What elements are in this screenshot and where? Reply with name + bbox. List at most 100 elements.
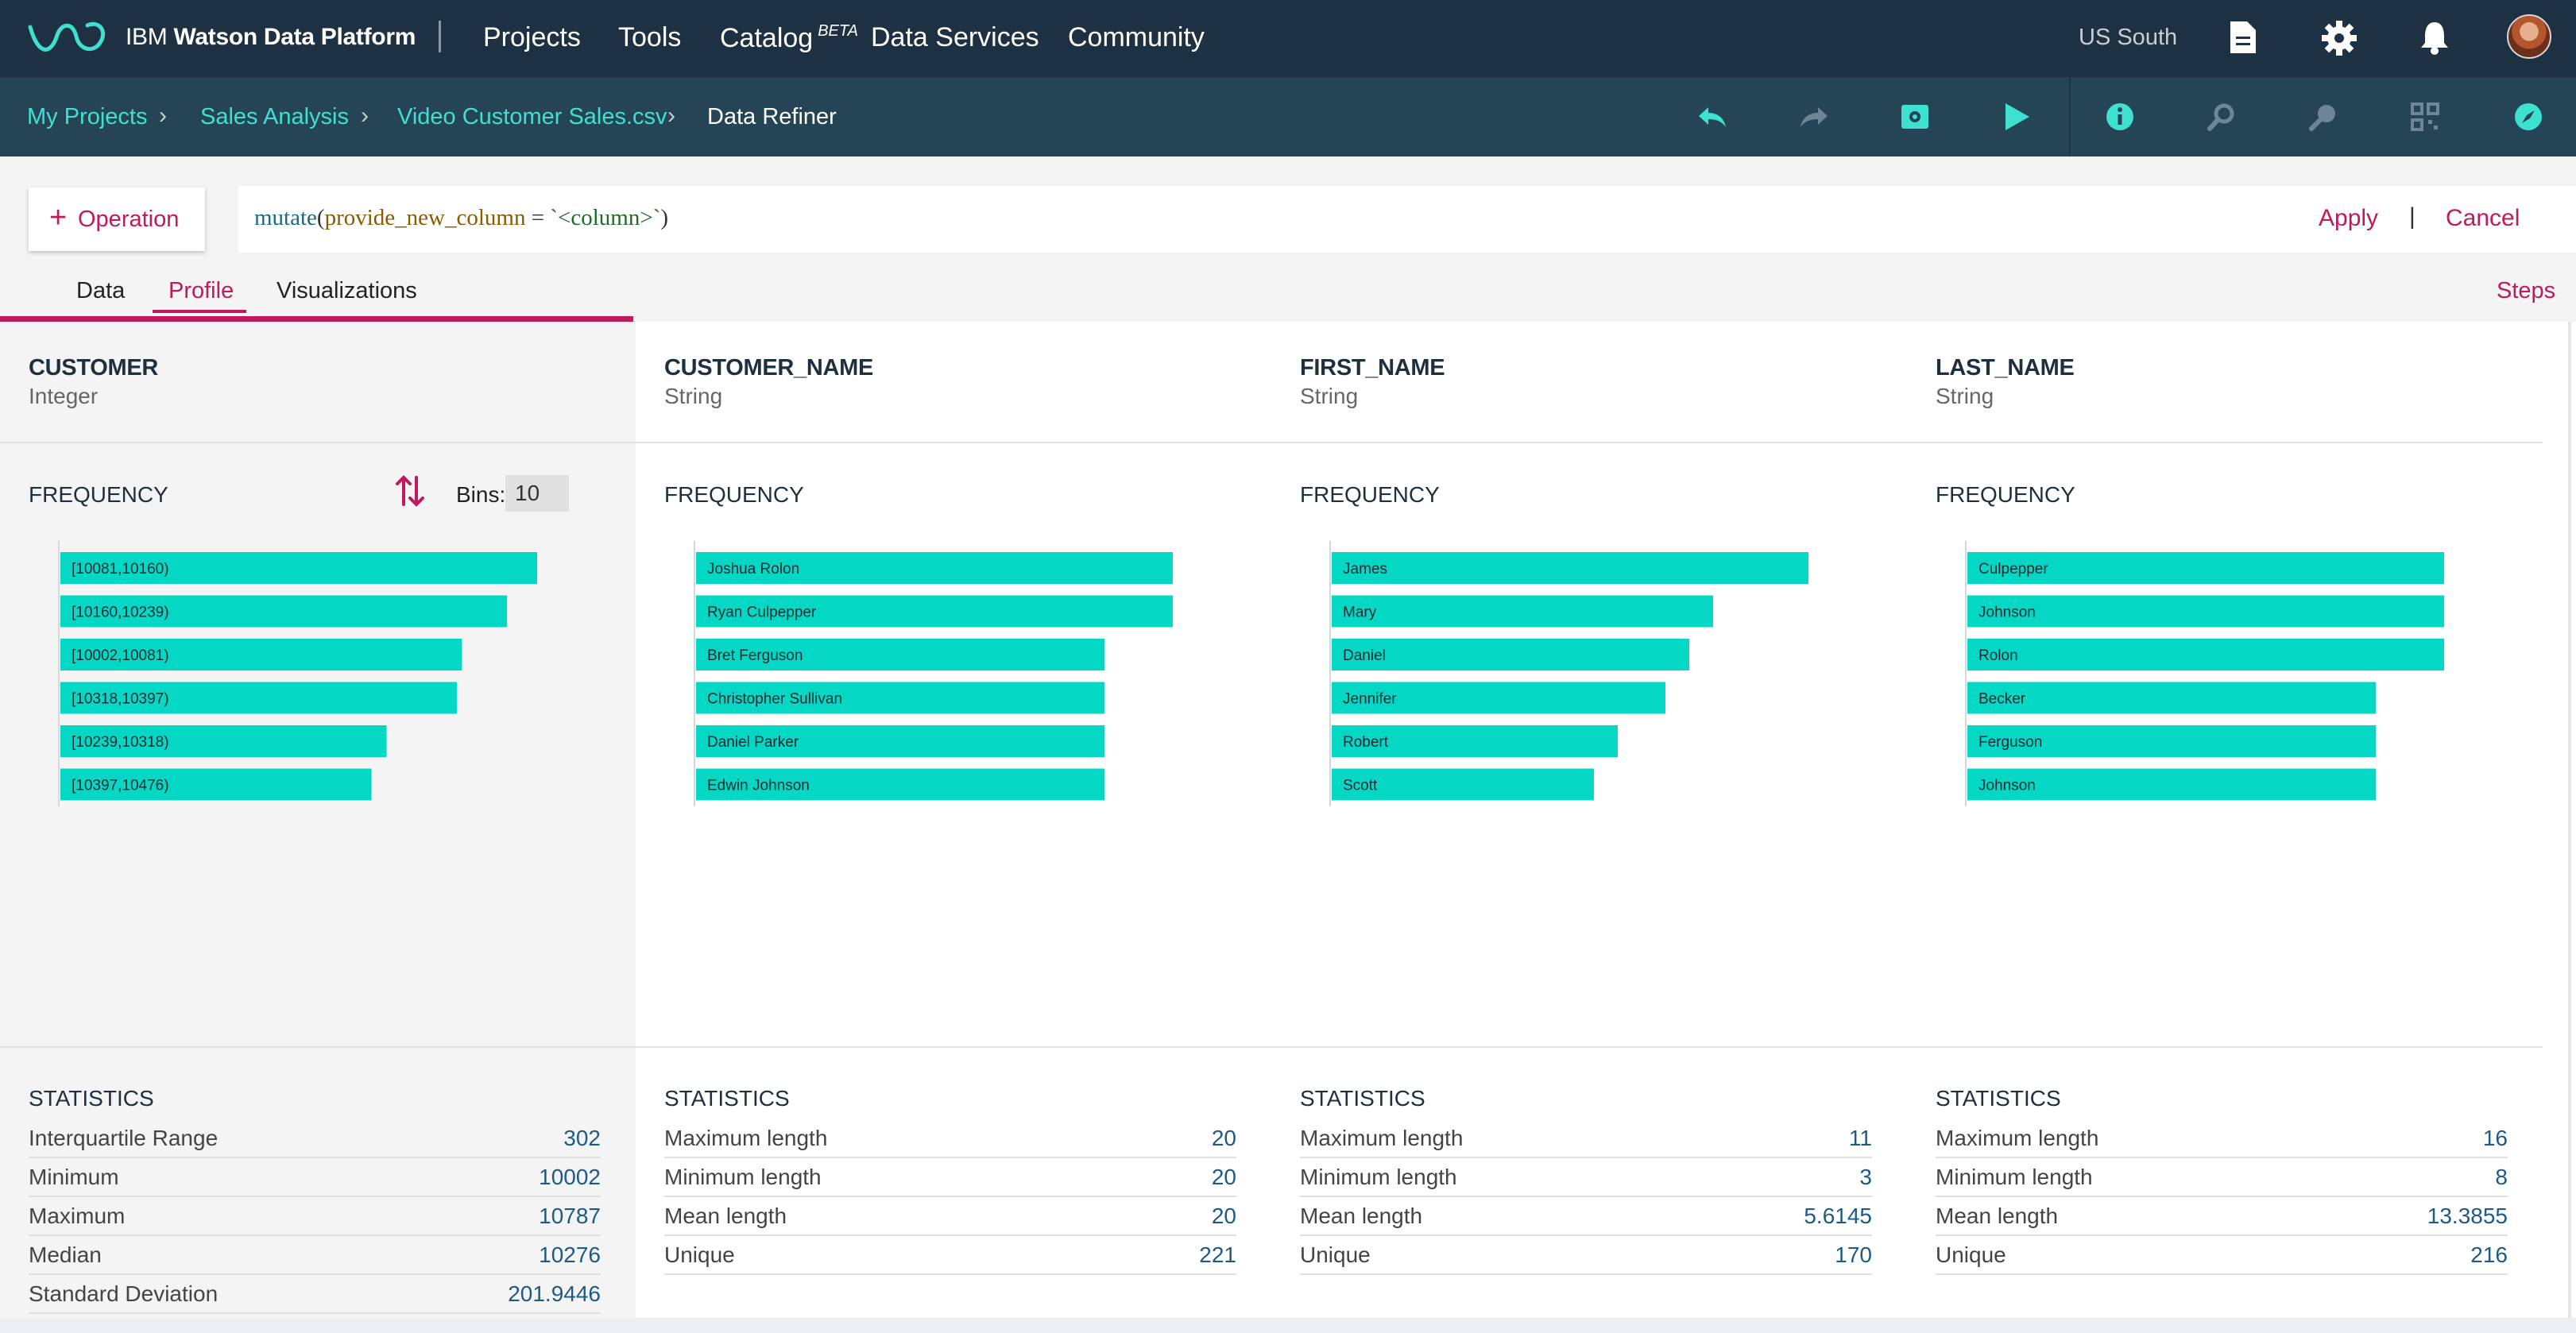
chart-bar xyxy=(1332,682,1665,714)
bins-input[interactable] xyxy=(505,475,569,512)
layout-icon[interactable] xyxy=(2409,101,2441,137)
stat-value: 11 xyxy=(1848,1126,1872,1150)
stat-row: Maximum 10787 xyxy=(29,1197,601,1236)
stat-row: Minimum length 8 xyxy=(1936,1158,2508,1197)
breadcrumb-my-projects[interactable]: My Projects xyxy=(27,104,148,129)
bar-label: Rolon xyxy=(1978,647,2018,664)
bar-label: Daniel xyxy=(1343,647,1386,664)
column-name: FIRST_NAME xyxy=(1300,355,1445,381)
chart-bar xyxy=(60,595,508,628)
column-name: CUSTOMER_NAME xyxy=(664,355,874,381)
watson-logo-icon[interactable] xyxy=(27,17,106,61)
command-code[interactable]: mutate(provide_new_column = `<column>`) xyxy=(254,205,668,231)
bar-label: Ferguson xyxy=(1978,734,2042,751)
nav-link-catalog[interactable]: Catalog BETA xyxy=(720,22,858,54)
divider xyxy=(1271,442,1907,443)
sort-icon[interactable] xyxy=(394,474,426,512)
command-separator: | xyxy=(2409,203,2415,230)
frequency-heading: FREQUENCY xyxy=(1936,482,2075,507)
breadcrumb: My Projects › Sales Analysis › Video Cus… xyxy=(0,77,2576,156)
bar-label: [10081,10160) xyxy=(72,561,169,578)
bell-icon[interactable] xyxy=(2419,19,2450,60)
tab-data[interactable]: Data xyxy=(76,278,126,303)
active-tab-indicator xyxy=(153,310,246,313)
divider xyxy=(0,442,636,443)
chart-bar xyxy=(60,682,457,714)
vertical-scrollbar[interactable] xyxy=(2568,322,2571,1318)
gear-icon[interactable] xyxy=(2320,19,2358,61)
breadcrumb-dataset[interactable]: Video Customer Sales.csv xyxy=(397,104,667,129)
cancel-button[interactable]: Cancel xyxy=(2446,205,2520,231)
compass-icon[interactable] xyxy=(2512,101,2544,137)
chart-bar xyxy=(1967,725,2377,757)
statistics-heading: STATISTICS xyxy=(1936,1086,2061,1111)
nav-link-tools[interactable]: Tools xyxy=(618,22,682,52)
bar-label: Robert xyxy=(1343,734,1389,751)
stat-label: Minimum length xyxy=(1300,1165,1457,1189)
steps-button[interactable]: Steps xyxy=(2497,278,2556,303)
chart-bar xyxy=(1332,639,1689,670)
redo-icon[interactable] xyxy=(1797,101,1831,137)
code-open-paren: ( xyxy=(316,205,325,230)
frequency-chart: Joshua Rolon Ryan Culpepper Bret Ferguson C… xyxy=(694,541,1173,806)
selected-column-indicator xyxy=(0,316,633,322)
tab-visualizations[interactable]: Visualizations xyxy=(277,278,417,303)
document-icon[interactable] xyxy=(2228,19,2258,60)
avatar[interactable] xyxy=(2507,14,2551,59)
bar-label: Jennifer xyxy=(1343,691,1397,708)
run-icon[interactable] xyxy=(2001,101,2033,137)
statistics-heading: STATISTICS xyxy=(664,1086,790,1111)
breadcrumb-sales-analysis[interactable]: Sales Analysis xyxy=(200,104,349,129)
divider xyxy=(0,1046,636,1048)
chart-bar xyxy=(1967,682,2377,714)
chart-bar xyxy=(696,768,1105,801)
column-profile-last-name[interactable]: LAST_NAME String FREQUENCY Culpepper John… xyxy=(1907,322,2543,1318)
command-line-input[interactable]: mutate(provide_new_column = `<column>`) xyxy=(238,186,2576,253)
brand-name[interactable]: IBM Watson Data Platform xyxy=(126,24,416,50)
statistics-heading: STATISTICS xyxy=(1300,1086,1425,1111)
region-selector[interactable]: US South xyxy=(2079,25,2178,50)
nav-link-data-services[interactable]: Data Services xyxy=(871,22,1039,52)
stat-value: 5.6145 xyxy=(1804,1204,1872,1228)
nav-link-community[interactable]: Community xyxy=(1068,22,1205,52)
stat-row: Mean length 5.6145 xyxy=(1300,1197,1872,1236)
info-icon[interactable] xyxy=(2104,101,2136,137)
statistics-heading: STATISTICS xyxy=(29,1086,154,1111)
stat-value: 10787 xyxy=(539,1204,601,1228)
stat-row: Unique 221 xyxy=(664,1236,1236,1275)
add-operation-button[interactable]: + Operation xyxy=(29,187,205,251)
stat-value: 10002 xyxy=(539,1165,601,1189)
code-value: `<column>` xyxy=(550,205,661,230)
stat-row: Minimum length 3 xyxy=(1300,1158,1872,1197)
chart-bar xyxy=(1332,552,1808,584)
stat-label: Mean length xyxy=(1300,1204,1423,1228)
stat-label: Maximum length xyxy=(664,1126,828,1150)
apply-button[interactable]: Apply xyxy=(2319,205,2379,231)
chart-bar xyxy=(1967,552,2444,584)
frequency-chart: Culpepper Johnson Rolon Becker Ferguson Johns… xyxy=(1965,541,2444,806)
profile-panel: CUSTOMER Integer FREQUENCY Bins: [10081,… xyxy=(0,322,2576,1318)
stat-row: Mean length 20 xyxy=(664,1197,1236,1236)
column-profile-customer[interactable]: CUSTOMER Integer FREQUENCY Bins: [10081,… xyxy=(0,322,636,1318)
chevron-right-icon: › xyxy=(667,102,675,129)
nav-link-projects[interactable]: Projects xyxy=(483,22,581,52)
tab-profile[interactable]: Profile xyxy=(168,278,234,303)
frequency-heading: FREQUENCY xyxy=(29,482,168,507)
frequency-heading: FREQUENCY xyxy=(664,482,804,507)
bottom-strip xyxy=(0,1318,2576,1333)
column-profile-first-name[interactable]: FIRST_NAME String FREQUENCY James Mary Dan… xyxy=(1271,322,1907,1318)
flow-search-icon[interactable] xyxy=(2206,101,2238,137)
undo-icon[interactable] xyxy=(1696,101,1729,137)
frequency-heading: FREQUENCY xyxy=(1300,482,1440,507)
column-type: String xyxy=(1300,384,1359,408)
bar-label: Ryan Culpepper xyxy=(707,605,817,621)
bar-label: [10318,10397) xyxy=(72,691,169,708)
snapshot-icon[interactable] xyxy=(1899,101,1931,137)
stat-value: 3 xyxy=(1859,1165,1872,1189)
flow-icon[interactable] xyxy=(2307,101,2339,137)
bar-label: Scott xyxy=(1343,778,1378,794)
bar-label: [10002,10081) xyxy=(72,647,169,664)
stat-label: Mean length xyxy=(1936,1204,2059,1228)
column-profile-customer-name[interactable]: CUSTOMER_NAME String FREQUENCY Joshua Ro… xyxy=(636,322,1271,1318)
frequency-chart: [10081,10160) [10160,10239) [10002,10081) [… xyxy=(58,541,537,806)
